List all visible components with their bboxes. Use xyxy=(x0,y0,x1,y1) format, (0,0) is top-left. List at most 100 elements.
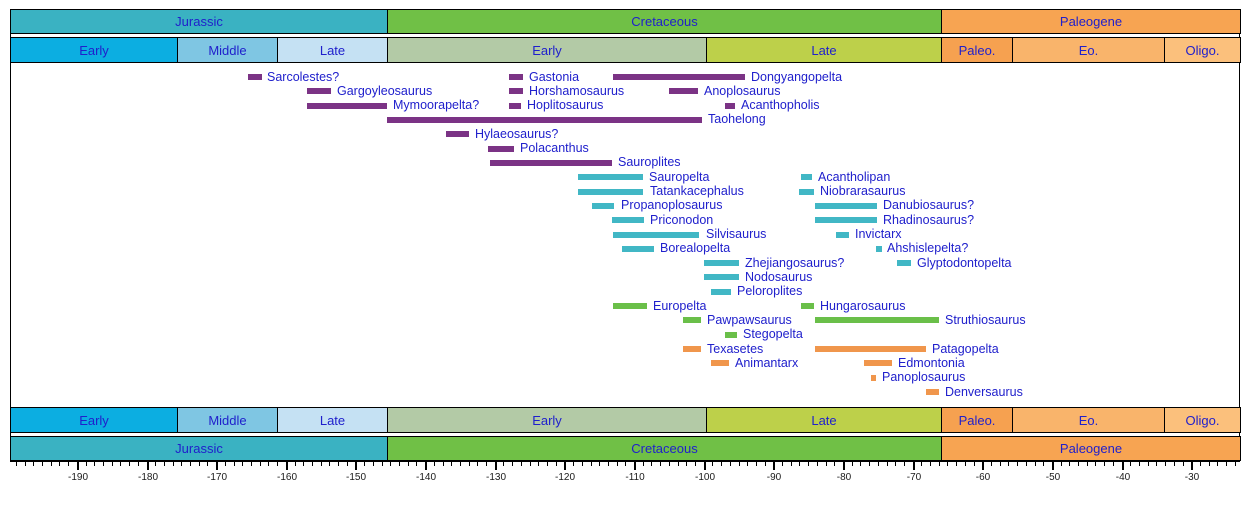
minor-tick xyxy=(25,461,26,466)
epoch-label-late[interactable]: Late xyxy=(811,42,837,58)
minor-tick xyxy=(1139,461,1140,466)
epoch-label-late[interactable]: Late xyxy=(319,42,346,58)
epoch-late-4: Late xyxy=(706,37,942,63)
taxon-label-europelta[interactable]: Europelta xyxy=(653,299,707,313)
taxon-label-hoplitosaurus[interactable]: Hoplitosaurus xyxy=(527,98,604,112)
minor-tick xyxy=(599,461,600,466)
period-mirror-label-paleogene[interactable]: Paleogene xyxy=(1059,441,1123,456)
minor-tick xyxy=(921,461,922,466)
epoch-mirror-label-paleo[interactable]: Paleo. xyxy=(958,412,996,428)
minor-tick xyxy=(1113,461,1114,466)
range-bar-tatankacephalus xyxy=(578,189,643,195)
major-tick-50 xyxy=(1052,461,1054,470)
period-label-paleogene[interactable]: Paleogene xyxy=(1059,14,1123,29)
taxon-label-rhadinosaurus[interactable]: Rhadinosaurus? xyxy=(883,213,975,227)
range-bar-silvisaurus xyxy=(613,232,699,238)
taxon-label-gargoyleosaurus[interactable]: Gargoyleosaurus xyxy=(337,84,433,98)
minor-tick xyxy=(1008,461,1009,466)
minor-tick xyxy=(268,461,269,466)
taxon-label-niobrarasaurus[interactable]: Niobrarasaurus xyxy=(820,184,906,198)
taxon-label-hungarosaurus[interactable]: Hungarosaurus xyxy=(820,299,906,313)
taxon-label-acanthopholis[interactable]: Acanthopholis xyxy=(741,98,820,112)
taxon-label-stegopelta[interactable]: Stegopelta xyxy=(743,327,803,341)
range-bar-zhejiangosaurus xyxy=(704,260,739,266)
minor-tick xyxy=(1209,461,1210,466)
taxon-label-danubiosaurus[interactable]: Danubiosaurus? xyxy=(883,198,975,212)
taxon-label-panoplosaurus[interactable]: Panoplosaurus xyxy=(882,370,966,384)
taxon-label-acantholipan[interactable]: Acantholipan xyxy=(818,170,891,184)
minor-tick xyxy=(686,461,687,466)
taxon-label-animantarx[interactable]: Animantarx xyxy=(735,356,799,370)
epoch-mirror-label-middle[interactable]: Middle xyxy=(208,412,247,428)
period-mirror-label-cretaceous[interactable]: Cretaceous xyxy=(631,441,698,456)
taxon-label-polacanthus[interactable]: Polacanthus xyxy=(520,141,589,155)
minor-tick xyxy=(1035,461,1036,466)
epoch-mirror-label-late[interactable]: Late xyxy=(319,412,346,428)
epoch-mirror-label-eo[interactable]: Eo. xyxy=(1078,412,1099,428)
period-jurassic-0: Jurassic xyxy=(10,9,388,34)
period-label-jurassic[interactable]: Jurassic xyxy=(175,14,223,29)
epoch-mirror-label-late[interactable]: Late xyxy=(811,412,837,428)
epoch-label-early[interactable]: Early xyxy=(532,42,562,58)
taxon-label-silvisaurus[interactable]: Silvisaurus xyxy=(706,227,767,241)
epoch-label-oligo[interactable]: Oligo. xyxy=(1185,42,1220,58)
epoch-label-middle[interactable]: Middle xyxy=(208,42,247,58)
taxon-label-peloroplites[interactable]: Peloroplites xyxy=(737,284,803,298)
range-bar-rhadinosaurus xyxy=(815,217,877,223)
minor-tick xyxy=(303,461,304,466)
major-tick-60 xyxy=(982,461,984,470)
period-mirror-paleogene-2: Paleogene xyxy=(941,436,1241,461)
minor-tick xyxy=(817,461,818,466)
epoch-mirror-label-early[interactable]: Early xyxy=(79,412,109,428)
minor-tick xyxy=(16,461,17,466)
taxon-label-edmontonia[interactable]: Edmontonia xyxy=(898,356,965,370)
taxon-label-sauropelta[interactable]: Sauropelta xyxy=(649,170,710,184)
range-bar-danubiosaurus xyxy=(815,203,877,209)
taxon-label-glyptodontopelta[interactable]: Glyptodontopelta xyxy=(917,256,1012,270)
taxon-label-denversaurus[interactable]: Denversaurus xyxy=(945,385,1023,399)
minor-tick xyxy=(120,461,121,466)
taxon-label-borealopelta[interactable]: Borealopelta xyxy=(660,241,731,255)
taxon-label-sauroplites[interactable]: Sauroplites xyxy=(618,155,681,169)
minor-tick xyxy=(1000,461,1001,466)
major-tick-180 xyxy=(147,461,149,470)
minor-tick xyxy=(826,461,827,466)
minor-tick xyxy=(277,461,278,466)
taxon-label-pawpawsaurus[interactable]: Pawpawsaurus xyxy=(707,313,792,327)
minor-tick xyxy=(869,461,870,466)
minor-tick xyxy=(321,461,322,466)
major-tick-140 xyxy=(425,461,427,470)
period-mirror-label-jurassic[interactable]: Jurassic xyxy=(175,441,223,456)
epoch-mirror-label-early[interactable]: Early xyxy=(532,412,562,428)
minor-tick xyxy=(721,461,722,466)
taxon-label-invictarx[interactable]: Invictarx xyxy=(855,227,902,241)
taxon-label-zhejiangosaurus[interactable]: Zhejiangosaurus? xyxy=(745,256,845,270)
minor-tick xyxy=(338,461,339,466)
minor-tick xyxy=(59,461,60,466)
taxon-label-propanoplosaurus[interactable]: Propanoplosaurus xyxy=(621,198,723,212)
epoch-label-early[interactable]: Early xyxy=(79,42,109,58)
minor-tick xyxy=(1148,461,1149,466)
epoch-mirror-label-oligo[interactable]: Oligo. xyxy=(1185,412,1220,428)
taxon-label-ahshislepelta[interactable]: Ahshislepelta? xyxy=(887,241,969,255)
taxon-label-taohelong[interactable]: Taohelong xyxy=(708,112,766,126)
taxon-label-dongyangopelta[interactable]: Dongyangopelta xyxy=(751,70,843,84)
taxon-label-mymoorapelta[interactable]: Mymoorapelta? xyxy=(393,98,480,112)
epoch-label-eo[interactable]: Eo. xyxy=(1078,42,1099,58)
minor-tick xyxy=(643,461,644,466)
taxon-label-priconodon[interactable]: Priconodon xyxy=(650,213,714,227)
tick-label-90: -90 xyxy=(766,472,782,483)
taxon-label-sarcolestes[interactable]: Sarcolestes? xyxy=(267,70,340,84)
taxon-label-struthiosaurus[interactable]: Struthiosaurus xyxy=(945,313,1026,327)
taxon-label-hylaeosaurus[interactable]: Hylaeosaurus? xyxy=(475,127,559,141)
taxon-label-gastonia[interactable]: Gastonia xyxy=(529,70,580,84)
taxon-label-nodosaurus[interactable]: Nodosaurus xyxy=(745,270,813,284)
taxon-label-tatankacephalus[interactable]: Tatankacephalus xyxy=(650,184,744,198)
period-label-cretaceous[interactable]: Cretaceous xyxy=(631,14,698,29)
epoch-label-paleo[interactable]: Paleo. xyxy=(958,42,996,58)
minor-tick xyxy=(155,461,156,466)
taxon-label-texasetes[interactable]: Texasetes xyxy=(707,342,764,356)
taxon-label-patagopelta[interactable]: Patagopelta xyxy=(932,342,999,356)
taxon-label-anoplosaurus[interactable]: Anoplosaurus xyxy=(704,84,781,98)
taxon-label-horshamosaurus[interactable]: Horshamosaurus xyxy=(529,84,625,98)
